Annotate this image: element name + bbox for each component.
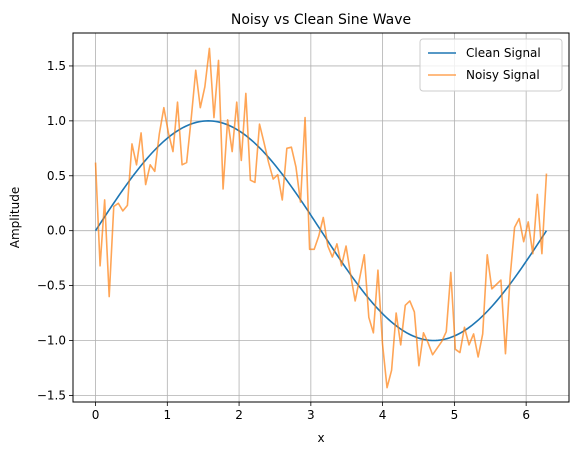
legend-label: Noisy Signal bbox=[466, 68, 540, 82]
y-tick-label: 1.0 bbox=[47, 114, 66, 128]
legend-label: Clean Signal bbox=[466, 46, 541, 60]
y-tick-label: 0.5 bbox=[47, 169, 66, 183]
x-tick-label: 0 bbox=[92, 408, 100, 422]
legend-box bbox=[419, 38, 563, 92]
x-tick-label: 6 bbox=[522, 408, 530, 422]
x-axis-label: x bbox=[317, 431, 324, 445]
series-line-clean-signal bbox=[94, 120, 548, 342]
x-tick-label: 3 bbox=[307, 408, 315, 422]
x-tick-label: 5 bbox=[451, 408, 459, 422]
y-tick-label: −1.5 bbox=[37, 388, 66, 402]
y-ticks: −1.5 −1.0 −0.5 0.0 0.5 1.0 1.5 bbox=[37, 59, 73, 402]
x-tick-label: 1 bbox=[163, 408, 171, 422]
legend: Clean Signal Noisy Signal bbox=[419, 38, 563, 92]
y-tick-label: 0.0 bbox=[47, 224, 66, 238]
y-tick-label: 1.5 bbox=[47, 59, 66, 73]
x-tick-label: 2 bbox=[235, 408, 243, 422]
y-tick-label: −1.0 bbox=[37, 334, 66, 348]
plot-frame bbox=[72, 32, 570, 403]
series-line-noisy-signal bbox=[94, 47, 548, 389]
x-ticks: 0 1 2 3 4 5 6 bbox=[92, 402, 530, 422]
series-layer bbox=[94, 47, 548, 389]
chart-title: Noisy vs Clean Sine Wave bbox=[231, 12, 411, 28]
x-tick-label: 4 bbox=[379, 408, 387, 422]
y-tick-label: −0.5 bbox=[37, 279, 66, 293]
y-axis-label: Amplitude bbox=[8, 187, 22, 249]
